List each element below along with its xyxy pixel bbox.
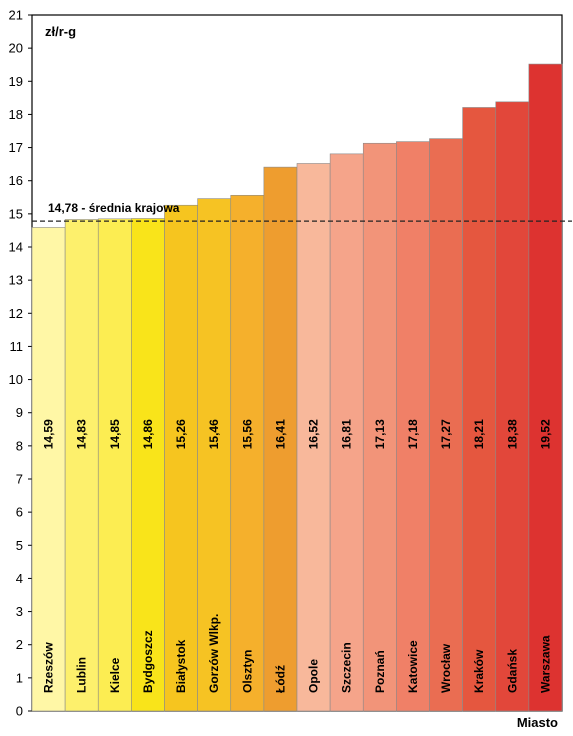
bar (396, 141, 430, 712)
category-label: Wrocław (439, 643, 453, 693)
y-tick-label: 2 (16, 637, 23, 652)
bar (164, 204, 198, 712)
bar-value-label: 19,52 (538, 419, 552, 449)
bar (31, 227, 66, 712)
y-tick-label: 5 (16, 538, 23, 553)
bar-value-label: 17,13 (373, 419, 387, 449)
y-tick-label: 17 (9, 140, 23, 155)
bar-value-label: 15,56 (240, 419, 254, 449)
bar (197, 198, 232, 712)
bar (495, 101, 530, 712)
bar-value-label: 18,21 (472, 419, 486, 449)
y-tick-label: 14 (9, 240, 23, 255)
bar-value-label: 16,52 (307, 419, 321, 449)
y-tick-label: 10 (9, 372, 23, 387)
y-tick-label: 1 (16, 670, 23, 685)
bar (362, 142, 397, 712)
y-tick-label: 18 (9, 107, 23, 122)
bar-value-label: 14,86 (141, 419, 155, 449)
y-tick-label: 13 (9, 273, 23, 288)
bar (329, 153, 364, 712)
bar-value-label: 14,85 (108, 419, 122, 449)
category-label: Rzeszów (42, 642, 56, 693)
category-label: Katowice (406, 640, 420, 693)
y-tick-label: 4 (16, 571, 23, 586)
category-label: Olsztyn (240, 650, 254, 693)
category-label: Łódź (273, 665, 287, 693)
category-label: Opole (307, 659, 321, 693)
y-tick-label: 20 (9, 41, 23, 56)
bar (131, 218, 165, 712)
category-label: Szczecin (340, 642, 354, 693)
category-label: Bydgoszcz (141, 630, 155, 693)
bar-value-label: 17,18 (406, 419, 420, 449)
bar-value-label: 18,38 (505, 419, 519, 449)
category-label: Lublin (75, 657, 89, 693)
bar (64, 219, 99, 712)
bar (97, 218, 132, 712)
y-tick-label: 19 (9, 74, 23, 89)
y-tick-label: 15 (9, 206, 23, 221)
category-label: Kraków (472, 649, 486, 693)
bar-value-label: 16,41 (273, 419, 287, 449)
category-label: Warszawa (538, 635, 552, 693)
bar (462, 107, 497, 712)
category-label: Gdańsk (505, 649, 519, 693)
y-tick-label: 8 (16, 438, 23, 453)
bar-value-label: 15,46 (207, 419, 221, 449)
bar-value-label: 17,27 (439, 419, 453, 449)
y-tick-label: 21 (9, 8, 23, 23)
y-tick-label: 16 (9, 173, 23, 188)
y-tick-label: 6 (16, 505, 23, 520)
bar (230, 194, 265, 712)
bar-value-label: 15,26 (174, 419, 188, 449)
y-axis-title: zł/r-g (45, 24, 76, 39)
y-tick-label: 7 (16, 472, 23, 487)
bar-value-label: 14,59 (42, 419, 56, 449)
y-tick-label: 3 (16, 604, 23, 619)
bar-value-label: 16,81 (340, 419, 354, 449)
category-label: Białystok (174, 639, 188, 693)
y-tick-label: 0 (16, 704, 23, 719)
category-label: Kielce (108, 657, 122, 693)
bar (263, 166, 298, 712)
x-axis-title: Miasto (517, 715, 558, 730)
bar-value-label: 14,83 (75, 419, 89, 449)
bar (528, 63, 563, 712)
y-tick-label: 9 (16, 405, 23, 420)
category-label: Gorzów Wlkp. (207, 614, 221, 693)
y-tick-label: 11 (10, 339, 24, 354)
bar (296, 163, 331, 712)
average-annotation: 14,78 - średnia krajowa (48, 201, 180, 215)
category-label: Poznań (373, 650, 387, 693)
y-tick-label: 12 (9, 306, 23, 321)
